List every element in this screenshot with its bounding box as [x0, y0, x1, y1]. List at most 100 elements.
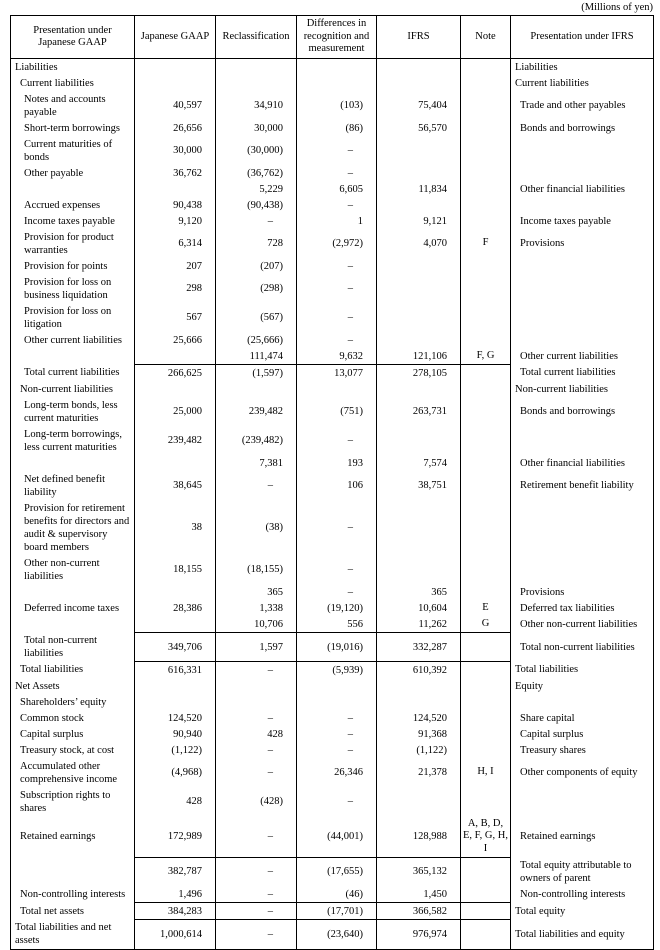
note-cell — [460, 919, 511, 949]
ifrs-value: 38,751 — [376, 471, 461, 500]
note-cell: H, I — [460, 758, 511, 787]
reclass-value: (298) — [215, 274, 297, 303]
jgaap-value: 26,656 — [134, 120, 216, 136]
reclass-value: 30,000 — [215, 120, 297, 136]
ifrs-label-cell — [510, 274, 654, 303]
note-cell — [460, 787, 511, 816]
jgaap-value: 207 — [134, 258, 216, 274]
jgaap-value: 90,438 — [134, 197, 216, 213]
diff-value — [296, 694, 377, 710]
diff-value: (17,655) — [296, 856, 377, 886]
table-row: Accumulated other comprehensive income (4… — [10, 758, 654, 787]
reclass-value: – — [215, 661, 297, 678]
jgaap-value — [134, 616, 216, 633]
ifrs-label-cell: Income taxes payable — [510, 213, 654, 229]
table-row: 365–365 Provisions — [10, 584, 654, 600]
ifrs-label-cell — [510, 555, 654, 584]
ifrs-label-cell — [510, 694, 654, 710]
ifrs-label-cell: Total equity attributable to owners of p… — [510, 857, 654, 886]
table-row: Long-term borrowings, less current matur… — [10, 426, 654, 455]
ifrs-label-cell: Non-controlling interests — [510, 886, 654, 903]
jgaap-value — [134, 381, 216, 397]
reclass-value — [215, 694, 297, 710]
column-header: Reclassification — [215, 15, 297, 59]
ifrs-label-cell: Retirement benefit liability — [510, 471, 654, 500]
ifrs-label-cell: Bonds and borrowings — [510, 120, 654, 136]
diff-value: 1 — [296, 213, 377, 229]
reclass-value: (90,438) — [215, 197, 297, 213]
ifrs-value — [376, 303, 461, 332]
ifrs-label-cell: Deferred tax liabilities — [510, 600, 654, 616]
note-cell — [460, 258, 511, 274]
ifrs-value: 365,132 — [376, 856, 461, 886]
ifrs-label-cell: Other components of equity — [510, 758, 654, 787]
jp-gaap-label-cell: Non-current liabilities — [10, 381, 135, 397]
ifrs-label-cell: Total liabilities and equity — [510, 919, 654, 949]
jgaap-value — [134, 58, 216, 75]
table-row: 382,787– (17,655) 365,132 Total equity attr… — [10, 856, 654, 886]
table-body: Liabilities Liabilities Current liabilitie… — [10, 58, 654, 949]
table-row: Provision for retirement benefits for di… — [10, 500, 654, 555]
diff-value: – — [296, 726, 377, 742]
ifrs-label-cell: Other financial liabilities — [510, 455, 654, 471]
ifrs-label-cell — [510, 258, 654, 274]
ifrs-value: 1,450 — [376, 886, 461, 903]
note-cell — [460, 75, 511, 91]
table-row: Other current liabilities 25,666 (25,666) – — [10, 332, 654, 348]
diff-value: 13,077 — [296, 364, 377, 381]
reclass-value: 728 — [215, 229, 297, 258]
jgaap-value: 9,120 — [134, 213, 216, 229]
table-row: 10,706 556 11,262 G Other non-current liabil… — [10, 616, 654, 633]
jp-gaap-label-cell: Capital surplus — [10, 726, 135, 742]
note-cell — [460, 303, 511, 332]
table-row: Provision for loss on business liquidati… — [10, 274, 654, 303]
jgaap-value — [134, 75, 216, 91]
jgaap-value: 38,645 — [134, 471, 216, 500]
jgaap-value: 567 — [134, 303, 216, 332]
jp-gaap-label-cell — [10, 857, 135, 886]
ifrs-label-cell: Other non-current liabilities — [510, 616, 654, 633]
table-header: Presentation under Japanese GAAP Japanese… — [10, 15, 654, 59]
reclass-value — [215, 381, 297, 397]
reclass-value: (567) — [215, 303, 297, 332]
reclass-value — [215, 58, 297, 75]
jgaap-value — [134, 694, 216, 710]
ifrs-value — [376, 500, 461, 555]
note-cell — [460, 661, 511, 678]
ifrs-label-cell: Treasury shares — [510, 742, 654, 758]
diff-value: – — [296, 274, 377, 303]
jp-gaap-label-cell: Treasury stock, at cost — [10, 742, 135, 758]
diff-value — [296, 678, 377, 694]
ifrs-value — [376, 136, 461, 165]
ifrs-label-cell: Non-current liabilities — [510, 381, 654, 397]
note-cell — [460, 332, 511, 348]
reclass-value: – — [215, 742, 297, 758]
ifrs-value — [376, 58, 461, 75]
ifrs-value: 976,974 — [376, 919, 461, 949]
jgaap-value: 124,520 — [134, 710, 216, 726]
reclass-value: 365 — [215, 584, 297, 600]
jp-gaap-label-cell: Total current liabilities — [10, 364, 135, 381]
ifrs-value: (1,122) — [376, 742, 461, 758]
jgaap-value: 90,940 — [134, 726, 216, 742]
jgaap-value: (4,968) — [134, 758, 216, 787]
jgaap-value: 6,314 — [134, 229, 216, 258]
jp-gaap-label-cell — [10, 348, 135, 365]
note-cell — [460, 381, 511, 397]
jp-gaap-label-cell — [10, 181, 135, 197]
reclass-value — [215, 678, 297, 694]
reclass-value: 239,482 — [215, 397, 297, 426]
reclass-value: – — [215, 902, 297, 920]
table-row: 111,474 9,632 121,106 F, G Other current lia… — [10, 348, 654, 365]
diff-value — [296, 75, 377, 91]
table-row: Accrued expenses 90,438 (90,438) – — [10, 197, 654, 213]
jp-gaap-label-cell: Accrued expenses — [10, 197, 135, 213]
note-cell — [460, 726, 511, 742]
table-row: Non-controlling interests 1,496– (46) 1,450… — [10, 886, 654, 903]
ifrs-value — [376, 165, 461, 181]
jp-gaap-label-cell — [10, 616, 135, 633]
ifrs-value: 91,368 — [376, 726, 461, 742]
note-cell — [460, 120, 511, 136]
jgaap-value — [134, 181, 216, 197]
table-row: Capital surplus 90,940 428–91,368 Capital s… — [10, 726, 654, 742]
